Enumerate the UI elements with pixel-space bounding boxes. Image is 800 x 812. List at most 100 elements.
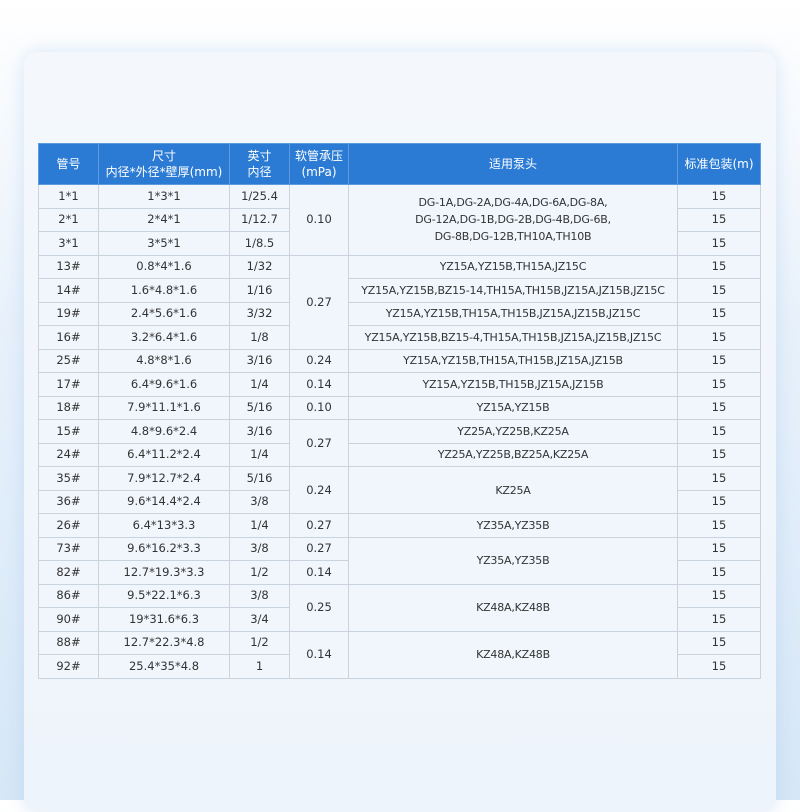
table-row: 18# 7.9*11.1*1.6 5/16 0.10 YZ15A,YZ15B 15 <box>38 395 761 420</box>
cell-tube-no: 17# <box>38 372 99 397</box>
cell-package: 15 <box>677 231 761 256</box>
table-row: 2*1 2*4*1 1/12.7 15 <box>38 207 761 232</box>
cell-package: 15 <box>677 184 761 209</box>
cell-size: 7.9*12.7*2.4 <box>98 466 230 491</box>
cell-package: 15 <box>677 395 761 420</box>
cell-package: 15 <box>677 442 761 467</box>
cell-package: 15 <box>677 489 761 514</box>
cell-inch-id: 1 <box>229 654 290 679</box>
table-row: 73# 9.6*16.2*3.3 3/8 0.27 YZ35A,YZ35B 15 <box>38 536 761 585</box>
cell-inch-id: 1/25.4 <box>229 184 290 209</box>
cell-tube-no: 16# <box>38 325 99 350</box>
cell-inch-id: 1/4 <box>229 442 290 467</box>
cell-pump-head: YZ25A,YZ25B,BZ25A,KZ25A <box>348 442 678 467</box>
cell-inch-id: 3/32 <box>229 301 290 326</box>
cell-pump-head: YZ15A,YZ15B <box>348 395 678 420</box>
cell-pressure: 0.14 <box>289 560 349 585</box>
cell-inch-id: 1/4 <box>229 513 290 538</box>
cell-package: 15 <box>677 301 761 326</box>
cell-pressure: 0.14 <box>289 372 349 397</box>
cell-inch-id: 3/16 <box>229 419 290 444</box>
cell-package: 15 <box>677 630 761 655</box>
cell-tube-no: 1*1 <box>38 184 99 209</box>
cell-tube-no: 90# <box>38 607 99 632</box>
table-row: 3*1 3*5*1 1/8.5 15 <box>38 231 761 256</box>
table-row: 14# 1.6*4.8*1.6 1/16 YZ15A,YZ15B,BZ15-14,TH… <box>38 278 761 303</box>
cell-pump-head: KZ48A,KZ48B <box>348 630 678 679</box>
cell-tube-no: 19# <box>38 301 99 326</box>
cell-inch-id: 3/8 <box>229 536 290 561</box>
cell-inch-id: 1/2 <box>229 560 290 585</box>
cell-tube-no: 88# <box>38 630 99 655</box>
table-row: 88# 12.7*22.3*4.8 1/2 0.14 KZ48A,KZ48B 15 <box>38 630 761 679</box>
cell-package: 15 <box>677 372 761 397</box>
cell-pressure: 0.25 <box>289 583 349 632</box>
cell-tube-no: 86# <box>38 583 99 608</box>
cell-package: 15 <box>677 278 761 303</box>
cell-size: 25.4*35*4.8 <box>98 654 230 679</box>
cell-pump-head: DG-1A,DG-2A,DG-4A,DG-6A,DG-8A, DG-12A,DG… <box>348 184 678 256</box>
cell-tube-no: 26# <box>38 513 99 538</box>
cell-pump-head: YZ15A,YZ15B,BZ15-14,TH15A,TH15B,JZ15A,JZ… <box>348 278 678 303</box>
cell-pressure: 0.27 <box>289 513 349 538</box>
table-row: 1*1 1*3*1 1/25.4 0.10 DG-1A,DG-2A,DG-4A,DG-6… <box>38 184 761 256</box>
cell-size: 6.4*11.2*2.4 <box>98 442 230 467</box>
table-row: 26# 6.4*13*3.3 1/4 0.27 YZ35A,YZ35B 15 <box>38 513 761 538</box>
cell-inch-id: 3/8 <box>229 583 290 608</box>
cell-size: 12.7*22.3*4.8 <box>98 630 230 655</box>
cell-size: 9.6*14.4*2.4 <box>98 489 230 514</box>
cell-pressure: 0.27 <box>289 419 349 467</box>
cell-inch-id: 1/16 <box>229 278 290 303</box>
cell-size: 6.4*13*3.3 <box>98 513 230 538</box>
cell-size: 1*3*1 <box>98 184 230 209</box>
cell-size: 9.5*22.1*6.3 <box>98 583 230 608</box>
cell-tube-no: 92# <box>38 654 99 679</box>
cell-package: 15 <box>677 254 761 279</box>
cell-size: 2.4*5.6*1.6 <box>98 301 230 326</box>
cell-package: 15 <box>677 466 761 491</box>
table-row: 17# 6.4*9.6*1.6 1/4 0.14 YZ15A,YZ15B,TH15B,J… <box>38 372 761 397</box>
cell-package: 15 <box>677 583 761 608</box>
cell-pressure: 0.14 <box>289 630 349 679</box>
table-row: 15# 4.8*9.6*2.4 3/16 0.27 YZ25A,YZ25B,KZ25A 1… <box>38 419 761 467</box>
cell-inch-id: 1/12.7 <box>229 207 290 232</box>
cell-size: 7.9*11.1*1.6 <box>98 395 230 420</box>
cell-size: 4.8*9.6*2.4 <box>98 419 230 444</box>
cell-pressure: 0.27 <box>289 254 349 350</box>
hose-spec-table: 管号 尺寸 内径*外径*壁厚(mm) 英寸 内径 软管承压 (mPa) 适用泵头… <box>38 143 761 679</box>
cell-tube-no: 25# <box>38 348 99 373</box>
cell-pump-head: YZ15A,YZ15B,TH15A,JZ15C <box>348 254 678 279</box>
header-pump-head: 适用泵头 <box>348 143 678 185</box>
cell-inch-id: 3/4 <box>229 607 290 632</box>
cell-package: 15 <box>677 513 761 538</box>
cell-size: 3*5*1 <box>98 231 230 256</box>
cell-inch-id: 3/8 <box>229 489 290 514</box>
cell-size: 19*31.6*6.3 <box>98 607 230 632</box>
cell-inch-id: 5/16 <box>229 395 290 420</box>
cell-tube-no: 3*1 <box>38 231 99 256</box>
header-package: 标准包装(m) <box>677 143 761 185</box>
cell-size: 9.6*16.2*3.3 <box>98 536 230 561</box>
cell-pressure: 0.24 <box>289 466 349 514</box>
cell-package: 15 <box>677 325 761 350</box>
cell-pressure: 0.27 <box>289 536 349 561</box>
cell-pressure: 0.10 <box>289 395 349 420</box>
cell-inch-id: 1/8 <box>229 325 290 350</box>
header-pressure: 软管承压 (mPa) <box>289 143 349 185</box>
cell-size: 3.2*6.4*1.6 <box>98 325 230 350</box>
cell-package: 15 <box>677 348 761 373</box>
cell-tube-no: 73# <box>38 536 99 561</box>
cell-pump-head: KZ25A <box>348 466 678 514</box>
cell-pressure: 0.10 <box>289 184 349 256</box>
header-inch: 英寸 内径 <box>229 143 290 185</box>
cell-tube-no: 14# <box>38 278 99 303</box>
cell-inch-id: 5/16 <box>229 466 290 491</box>
cell-tube-no: 82# <box>38 560 99 585</box>
cell-size: 0.8*4*1.6 <box>98 254 230 279</box>
cell-size: 12.7*19.3*3.3 <box>98 560 230 585</box>
table-row: 13# 0.8*4*1.6 1/32 0.27 YZ15A,YZ15B,TH15A,JZ… <box>38 254 761 350</box>
header-tube-no: 管号 <box>38 143 99 185</box>
cell-size: 6.4*9.6*1.6 <box>98 372 230 397</box>
cell-inch-id: 1/2 <box>229 630 290 655</box>
header-size: 尺寸 内径*外径*壁厚(mm) <box>98 143 230 185</box>
